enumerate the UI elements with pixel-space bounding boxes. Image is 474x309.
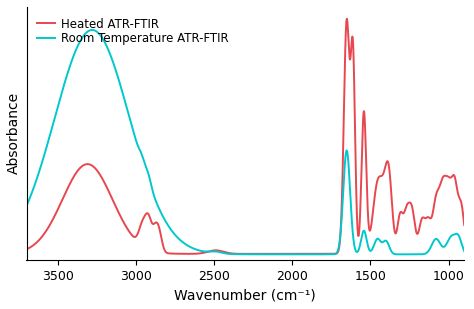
Heated ATR-FTIR (182, 252, 188, 256)
Room Temperature ATR-FTIR (46, 138, 51, 142)
Legend: Heated ATR-FTIR, Room Temperature ATR-FTIR: Heated ATR-FTIR, Room Temperature ATR-FT… (32, 13, 233, 50)
Heated ATR-FTIR (24, 248, 29, 251)
Room Temperature ATR-FTIR (372, 242, 377, 246)
Heated ATR-FTIR (46, 225, 51, 229)
X-axis label: Wavenumber (cm⁻¹): Wavenumber (cm⁻¹) (174, 288, 316, 302)
Room Temperature ATR-FTIR (24, 204, 29, 208)
Y-axis label: Absorbance: Absorbance (7, 92, 21, 174)
Room Temperature ATR-FTIR (348, 206, 354, 210)
Heated ATR-FTIR (461, 223, 467, 227)
Heated ATR-FTIR (312, 252, 318, 256)
Line: Room Temperature ATR-FTIR: Room Temperature ATR-FTIR (27, 30, 464, 254)
Room Temperature ATR-FTIR (89, 28, 95, 32)
Heated ATR-FTIR (372, 197, 377, 200)
Heated ATR-FTIR (348, 48, 354, 52)
Room Temperature ATR-FTIR (404, 252, 410, 256)
Heated ATR-FTIR (302, 252, 308, 256)
Line: Heated ATR-FTIR: Heated ATR-FTIR (27, 19, 464, 254)
Heated ATR-FTIR (344, 17, 350, 21)
Room Temperature ATR-FTIR (283, 252, 288, 256)
Room Temperature ATR-FTIR (461, 249, 467, 253)
Heated ATR-FTIR (283, 252, 288, 256)
Room Temperature ATR-FTIR (182, 242, 188, 246)
Room Temperature ATR-FTIR (302, 252, 308, 256)
